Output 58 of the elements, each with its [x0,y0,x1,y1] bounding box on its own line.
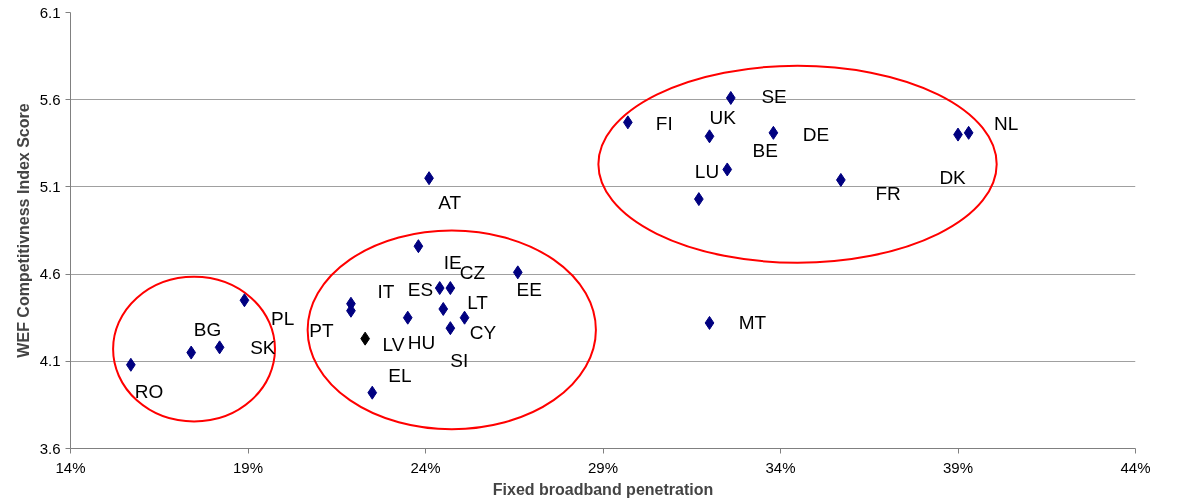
point [704,129,715,144]
x-tick-label: 19% [232,458,264,476]
annotation: FR [875,182,901,204]
annotation: EL [388,364,412,386]
annotation: FI [655,113,673,135]
point [725,90,736,105]
x-tick-label: 39% [942,458,974,476]
annotation: IT [377,281,395,303]
y-tick-label: 4.6 [39,265,61,283]
annotation: LT [467,291,489,313]
x-tick-label: 24% [410,458,441,476]
annotation: ES [407,278,434,300]
point [214,340,225,355]
point [445,281,456,296]
point [239,293,250,308]
point [704,315,715,330]
annotation: DK [939,166,967,188]
point [402,310,413,325]
x-tick-label: 34% [765,458,796,476]
point [438,301,449,316]
point [459,310,470,325]
y-tick-label: 4.1 [39,352,61,370]
annotation: SI [450,349,469,371]
point [512,265,523,280]
y-tick-label: 5.1 [39,177,61,195]
x-tick-label: 29% [587,458,619,476]
point [186,345,197,360]
annotation: SE [761,86,787,108]
point [963,125,974,140]
y-tick-label: 3.6 [39,439,61,457]
point [367,385,378,400]
point [722,162,733,177]
x-axis-title: Fixed broadband penetration [492,480,714,498]
x-tick-label: 14% [55,458,86,476]
annotation: BE [752,140,778,162]
annotation: MT [738,312,767,334]
annotation: HU [407,332,436,354]
annotation: RO [134,380,164,402]
annotation: AT [438,191,462,213]
annotation: PT [309,320,334,342]
annotation: CZ [459,261,486,283]
annotation: EE [516,279,542,301]
point [434,281,445,296]
x-tick-label: 44% [1120,458,1151,476]
annotation: LV [382,333,405,355]
annotation: NL [993,113,1019,135]
y-tick-label: 6.1 [39,3,61,21]
annotation: BG [193,319,222,341]
point [445,321,456,336]
point [768,125,779,140]
point [413,239,424,254]
annotation: CY [469,321,497,343]
annotation: PL [271,308,295,330]
annotation: DE [802,123,830,145]
y-tick-label: 5.6 [39,90,61,108]
annotation: LU [694,160,720,182]
annotation: UK [709,107,737,129]
y-axis-title: WEF Competitivness Index Score [14,103,32,358]
